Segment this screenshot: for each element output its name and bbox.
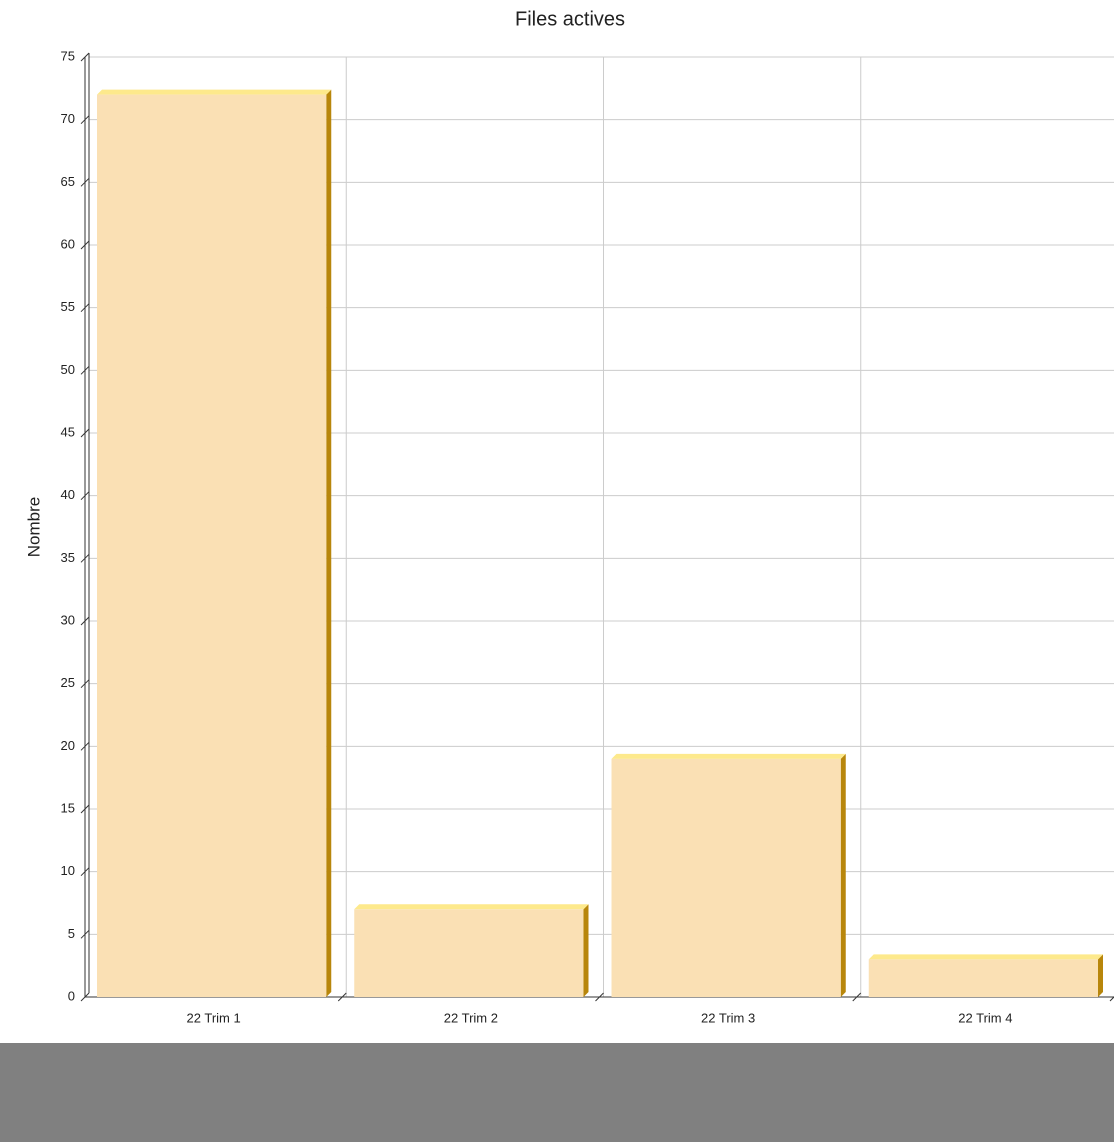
y-axis-title: Nombre	[24, 497, 43, 557]
x-tick-label: 22 Trim 4	[958, 1010, 1012, 1025]
bar	[611, 753, 846, 997]
bar-side	[1098, 954, 1103, 997]
y-tick-label: 25	[61, 675, 75, 690]
bar	[97, 89, 332, 998]
x-tick-label: 22 Trim 1	[187, 1010, 241, 1025]
y-tick-label: 55	[61, 299, 75, 314]
bar-front	[354, 909, 584, 997]
bar-side	[840, 753, 846, 997]
y-tick-label: 65	[61, 174, 75, 189]
bar	[354, 904, 589, 997]
x-tick	[852, 992, 862, 1002]
bar-top	[97, 89, 332, 95]
y-tick-label: 10	[61, 863, 75, 878]
y-tick-label: 35	[61, 550, 75, 565]
bar-front	[868, 959, 1098, 997]
bar-front	[97, 94, 327, 998]
y-tick-label: 50	[61, 362, 75, 377]
y-tick-label: 40	[61, 487, 75, 502]
y-tick-label: 5	[68, 926, 75, 941]
y-tick-label: 20	[61, 738, 75, 753]
bar-side	[326, 89, 332, 998]
y-tick-label: 0	[68, 988, 75, 1003]
y-tick-label: 15	[61, 800, 75, 815]
y-tick-label: 70	[61, 111, 75, 126]
x-tick	[337, 992, 347, 1002]
x-tick	[1109, 996, 1114, 1002]
y-tick-label: 75	[61, 48, 75, 63]
y-tick-label: 45	[61, 424, 75, 439]
footer-band	[0, 1043, 1114, 1142]
bar-top	[611, 753, 846, 759]
x-tick-label: 22 Trim 2	[444, 1010, 498, 1025]
y-tick-label: 30	[61, 612, 75, 627]
x-tick-label: 22 Trim 3	[701, 1010, 755, 1025]
x-tick	[595, 992, 604, 1002]
y-tick-label: 60	[61, 236, 75, 251]
bar-front	[611, 758, 841, 997]
chart-title: Files actives	[515, 8, 625, 30]
bar	[868, 954, 1103, 997]
bar-top	[868, 954, 1103, 960]
bar-side	[583, 904, 589, 997]
bar-top	[354, 904, 589, 910]
